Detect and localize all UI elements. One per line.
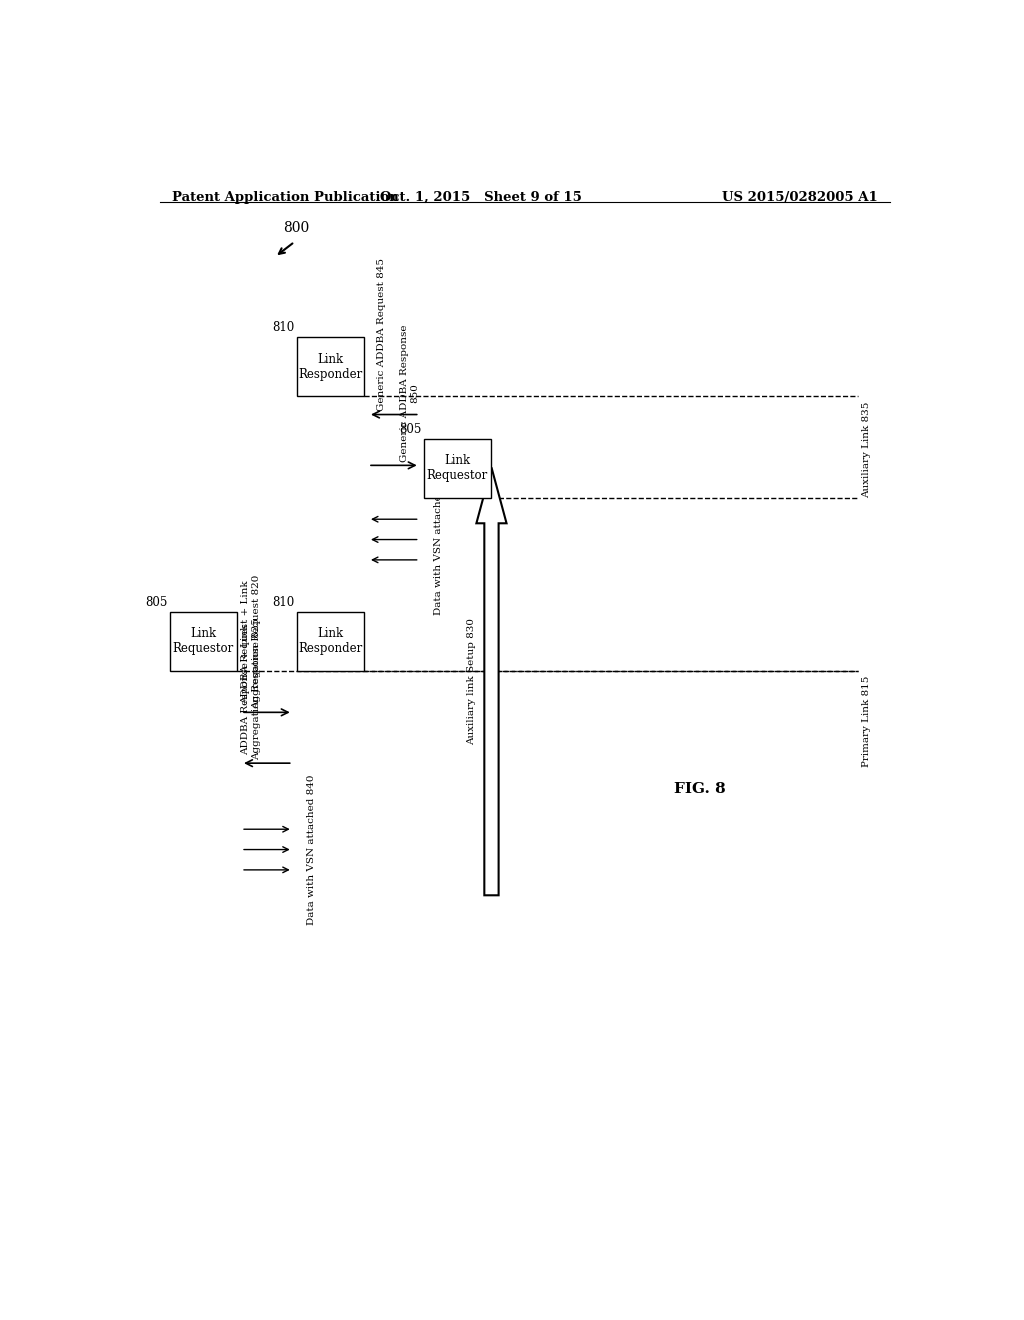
Text: US 2015/0282005 A1: US 2015/0282005 A1 [722, 191, 878, 203]
Polygon shape [476, 467, 507, 895]
Text: Data with VSN attached 840: Data with VSN attached 840 [306, 775, 315, 925]
Text: ADDBA Request + Link
Aggregation Request 820: ADDBA Request + Link Aggregation Request… [242, 576, 261, 709]
FancyBboxPatch shape [297, 338, 365, 396]
Text: 810: 810 [272, 595, 294, 609]
Text: Oct. 1, 2015   Sheet 9 of 15: Oct. 1, 2015 Sheet 9 of 15 [380, 191, 582, 203]
Text: Auxiliary Link 835: Auxiliary Link 835 [862, 401, 871, 498]
Text: Data with VSN attached 855: Data with VSN attached 855 [433, 465, 442, 615]
Text: 810: 810 [272, 321, 294, 334]
Text: Link
Responder: Link Responder [298, 627, 362, 655]
Text: Generic ADDBA Response
850: Generic ADDBA Response 850 [400, 325, 420, 462]
Text: 805: 805 [399, 422, 421, 436]
Text: Primary Link 815: Primary Link 815 [862, 676, 871, 767]
Text: Link
Requestor: Link Requestor [427, 454, 488, 482]
Text: 800: 800 [283, 220, 309, 235]
Text: Patent Application Publication: Patent Application Publication [172, 191, 398, 203]
Text: Link
Requestor: Link Requestor [173, 627, 234, 655]
Text: Auxiliary link Setup 830: Auxiliary link Setup 830 [467, 618, 476, 744]
Text: ADDBA Response + Link
Aggregation Response 825: ADDBA Response + Link Aggregation Respon… [242, 618, 261, 760]
Text: Link
Responder: Link Responder [298, 352, 362, 380]
FancyBboxPatch shape [424, 440, 492, 498]
FancyBboxPatch shape [297, 611, 365, 671]
Text: FIG. 8: FIG. 8 [674, 781, 725, 796]
FancyBboxPatch shape [170, 611, 238, 671]
Text: 805: 805 [145, 595, 167, 609]
Text: Generic ADDBA Request 845: Generic ADDBA Request 845 [378, 259, 386, 412]
